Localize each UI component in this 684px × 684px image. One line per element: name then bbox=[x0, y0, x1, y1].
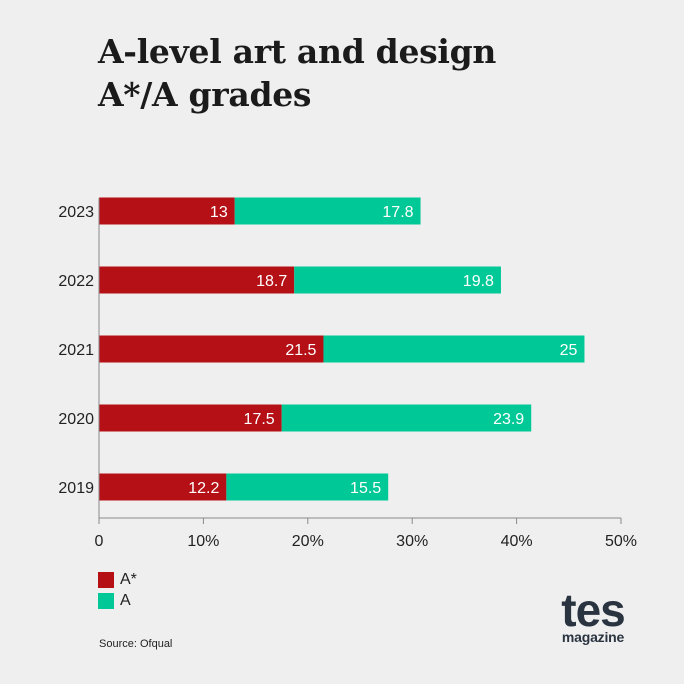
bar-a-2020 bbox=[281, 404, 532, 432]
data-label-a-2019: 15.5 bbox=[350, 480, 381, 497]
x-tick-label-0: 0 bbox=[95, 533, 104, 550]
chart-title-line-1: A-level art and design bbox=[98, 32, 497, 71]
data-label-a-2023: 17.8 bbox=[382, 204, 413, 221]
legend-swatch-astar bbox=[98, 571, 114, 588]
y-tick-label-2020: 2020 bbox=[58, 411, 94, 428]
x-tick-label-5: 50% bbox=[605, 533, 637, 550]
bar-a-2022 bbox=[294, 266, 501, 294]
chart-title-line-2: A*/A grades bbox=[98, 75, 312, 114]
y-tick-label-2021: 2021 bbox=[58, 342, 94, 359]
data-label-a-2022: 19.8 bbox=[463, 273, 494, 290]
bar-astar-2023 bbox=[99, 197, 235, 225]
x-tick-label-3: 30% bbox=[396, 533, 428, 550]
bar-a-2023 bbox=[234, 197, 421, 225]
bar-a-2021 bbox=[323, 335, 585, 363]
source-note: Source: Ofqual bbox=[99, 638, 173, 650]
bar-astar-2022 bbox=[99, 266, 295, 294]
data-label-astar-2019: 12.2 bbox=[188, 480, 219, 497]
data-label-astar-2022: 18.7 bbox=[256, 273, 287, 290]
legend-item-a: A bbox=[98, 590, 137, 611]
x-tick-label-4: 40% bbox=[501, 533, 533, 550]
y-tick-label-2023: 2023 bbox=[58, 204, 94, 221]
bar-astar-2021 bbox=[99, 335, 324, 363]
y-tick-label-2022: 2022 bbox=[58, 273, 94, 290]
tes-magazine-logo: tes magazine bbox=[553, 584, 633, 645]
data-label-astar-2021: 21.5 bbox=[285, 342, 316, 359]
data-label-a-2020: 23.9 bbox=[493, 411, 524, 428]
y-tick-label-2019: 2019 bbox=[58, 480, 94, 497]
x-tick-label-2: 20% bbox=[292, 533, 324, 550]
bar-astar-2019 bbox=[99, 473, 227, 501]
data-label-a-2021: 25 bbox=[560, 342, 578, 359]
chart-title: A-level art and design A*/A grades bbox=[98, 30, 496, 116]
legend-item-astar: A* bbox=[98, 569, 137, 590]
legend-label-a: A bbox=[120, 591, 131, 609]
logo-subtitle: magazine bbox=[561, 629, 625, 645]
x-tick-label-1: 10% bbox=[187, 533, 219, 550]
legend-swatch-a bbox=[98, 592, 114, 609]
legend: A* A bbox=[98, 569, 137, 611]
logo-wordmark: tes bbox=[561, 584, 625, 636]
data-label-astar-2020: 17.5 bbox=[244, 411, 275, 428]
legend-label-astar: A* bbox=[120, 570, 137, 588]
bar-a-2019 bbox=[226, 473, 389, 501]
data-label-astar-2023: 13 bbox=[210, 204, 228, 221]
bar-astar-2020 bbox=[99, 404, 282, 432]
